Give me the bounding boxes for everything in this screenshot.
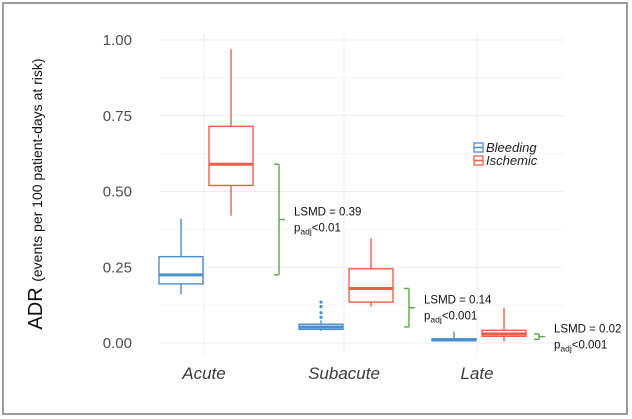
x-tick-label: Late xyxy=(460,364,493,383)
p-value-label: padj<0.01 xyxy=(294,223,341,237)
y-tick-label: 1.00 xyxy=(103,32,132,49)
outlier-point xyxy=(319,305,323,309)
x-tick-label: Subacute xyxy=(308,364,380,383)
y-axis-label-main: ADR xyxy=(25,282,47,330)
outlier-point xyxy=(319,300,323,304)
legend-label-ischemic: Ischemic xyxy=(486,153,538,168)
lsmd-label: LSMD = 0.14 xyxy=(424,295,492,307)
box-bleeding-acute xyxy=(158,255,204,285)
legend-label-bleeding: Bleeding xyxy=(486,140,537,155)
y-tick-label: 0.00 xyxy=(103,335,132,352)
box-ischemic-subacute xyxy=(348,268,394,303)
outlier-point xyxy=(319,311,323,315)
outlier-point xyxy=(319,315,323,319)
plot-background xyxy=(159,34,564,354)
boxplot-chart: 0.00 0.25 0.50 0.75 1.00 Acute Subacute Late ADR… xyxy=(25,32,621,383)
y-tick-label: 0.50 xyxy=(103,184,132,201)
p-value-label: padj<0.001 xyxy=(554,340,607,354)
p-value-label: padj<0.001 xyxy=(424,311,477,325)
y-axis-label: ADR (events per 100 patient-days at risk… xyxy=(25,58,47,329)
y-tick-label: 0.75 xyxy=(103,108,132,125)
box-ischemic-acute xyxy=(208,125,254,187)
figure-frame: 0.00 0.25 0.50 0.75 1.00 Acute Subacute Late ADR… xyxy=(2,2,628,415)
x-tick-label: Acute xyxy=(181,364,225,383)
lsmd-label: LSMD = 0.02 xyxy=(554,324,621,336)
y-tick-label: 0.25 xyxy=(103,259,132,276)
y-axis-label-units: (events per 100 patient-days at risk) xyxy=(29,58,45,281)
lsmd-label: LSMD = 0.39 xyxy=(294,207,361,219)
